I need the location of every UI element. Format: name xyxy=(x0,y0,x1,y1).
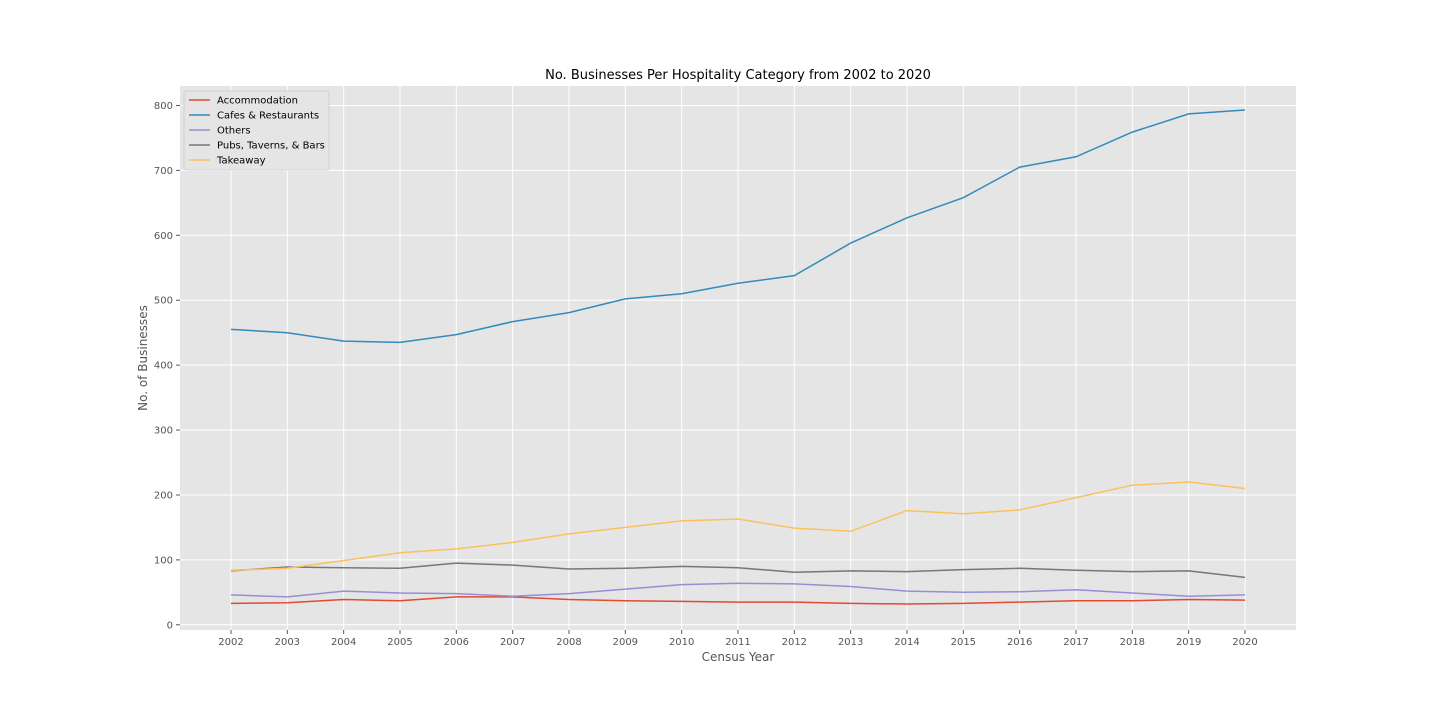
x-tick-label: 2018 xyxy=(1120,637,1145,648)
chart-title: No. Businesses Per Hospitality Category … xyxy=(545,68,931,83)
x-tick-label: 2004 xyxy=(331,637,356,648)
legend-label-cafes-restaurants: Cafes & Restaurants xyxy=(217,111,319,122)
x-tick-label: 2015 xyxy=(951,637,976,648)
x-axis-ticks: 2002 2003 2004 2005 2006 2007 2008 2009 2010 2011… xyxy=(218,630,1258,648)
x-tick-label: 2009 xyxy=(613,637,638,648)
y-tick-label: 200 xyxy=(154,490,173,501)
grid xyxy=(180,86,1296,630)
x-tick-label: 2008 xyxy=(556,637,581,648)
y-tick-label: 0 xyxy=(167,620,173,631)
y-axis-label: No. of Businesses xyxy=(136,305,150,411)
legend-label-others: Others xyxy=(217,126,251,137)
x-tick-label: 2002 xyxy=(218,637,243,648)
x-tick-label: 2019 xyxy=(1176,637,1201,648)
legend: Accommodation Cafes & Restaurants Others Pu… xyxy=(183,90,330,171)
x-tick-label: 2011 xyxy=(725,637,750,648)
y-tick-label: 100 xyxy=(154,555,173,566)
x-tick-label: 2016 xyxy=(1007,637,1032,648)
x-tick-label: 2007 xyxy=(500,637,525,648)
x-tick-label: 2010 xyxy=(669,637,694,648)
series-line-accommodation xyxy=(230,596,1246,605)
y-axis-ticks: 0 100 200 300 400 500 600 700 800 xyxy=(154,101,180,631)
legend-label-pubs-taverns-bars: Pubs, Taverns, & Bars xyxy=(217,141,325,152)
x-tick-label: 2003 xyxy=(275,637,300,648)
y-tick-label: 600 xyxy=(154,231,173,242)
series-line-cafes-restaurants xyxy=(230,109,1246,344)
x-tick-label: 2005 xyxy=(387,637,412,648)
legend-label-accommodation: Accommodation xyxy=(217,96,298,107)
y-tick-label: 400 xyxy=(154,361,173,372)
series-line-others xyxy=(230,582,1246,598)
x-tick-label: 2014 xyxy=(894,637,919,648)
legend-label-takeaway: Takeaway xyxy=(216,156,266,167)
x-tick-label: 2017 xyxy=(1063,637,1088,648)
x-tick-label: 2013 xyxy=(838,637,863,648)
y-tick-label: 700 xyxy=(154,166,173,177)
x-tick-label: 2020 xyxy=(1232,637,1257,648)
x-tick-label: 2012 xyxy=(782,637,807,648)
y-tick-label: 800 xyxy=(154,101,173,112)
legend-box xyxy=(183,90,330,171)
y-tick-label: 500 xyxy=(154,296,173,307)
series-line-pubs-taverns-bars xyxy=(230,562,1246,579)
series-lines xyxy=(230,109,1246,605)
x-tick-label: 2006 xyxy=(444,637,469,648)
y-tick-label: 300 xyxy=(154,426,173,437)
x-axis-label: Census Year xyxy=(702,650,775,664)
series-line-takeaway xyxy=(230,481,1246,572)
